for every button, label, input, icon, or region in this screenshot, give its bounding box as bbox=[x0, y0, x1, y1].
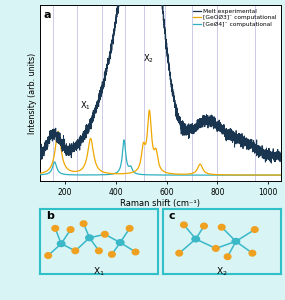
Ellipse shape bbox=[45, 253, 52, 258]
Ellipse shape bbox=[86, 235, 93, 241]
Ellipse shape bbox=[201, 223, 207, 229]
Text: X$_1$: X$_1$ bbox=[93, 265, 105, 278]
Text: b: b bbox=[46, 212, 54, 221]
Y-axis label: Intensity (arb. units): Intensity (arb. units) bbox=[28, 52, 37, 134]
Text: c: c bbox=[168, 212, 175, 221]
X-axis label: Raman shift (cm⁻¹): Raman shift (cm⁻¹) bbox=[120, 200, 200, 208]
Ellipse shape bbox=[109, 251, 115, 257]
Ellipse shape bbox=[126, 226, 133, 231]
Text: X$_1$: X$_1$ bbox=[80, 99, 91, 112]
Ellipse shape bbox=[116, 240, 124, 245]
Ellipse shape bbox=[249, 250, 256, 256]
Ellipse shape bbox=[52, 226, 58, 231]
Ellipse shape bbox=[96, 248, 102, 254]
Ellipse shape bbox=[218, 224, 225, 230]
Ellipse shape bbox=[192, 236, 199, 242]
Ellipse shape bbox=[176, 250, 182, 256]
Ellipse shape bbox=[213, 246, 219, 251]
Ellipse shape bbox=[232, 238, 240, 244]
Ellipse shape bbox=[57, 241, 65, 247]
Legend: Melt experimental, [GeOØ3]⁻ computational, [GeØ4]⁻ computational: Melt experimental, [GeOØ3]⁻ computationa… bbox=[192, 8, 278, 28]
Ellipse shape bbox=[251, 227, 258, 233]
Ellipse shape bbox=[224, 254, 231, 260]
Ellipse shape bbox=[181, 222, 187, 228]
Text: X$_2$: X$_2$ bbox=[143, 52, 154, 64]
Text: X$_2$: X$_2$ bbox=[216, 265, 227, 278]
Ellipse shape bbox=[132, 249, 139, 255]
Text: a: a bbox=[44, 10, 51, 20]
Ellipse shape bbox=[80, 221, 87, 226]
Ellipse shape bbox=[72, 248, 79, 254]
Ellipse shape bbox=[101, 232, 108, 237]
Ellipse shape bbox=[67, 227, 74, 233]
